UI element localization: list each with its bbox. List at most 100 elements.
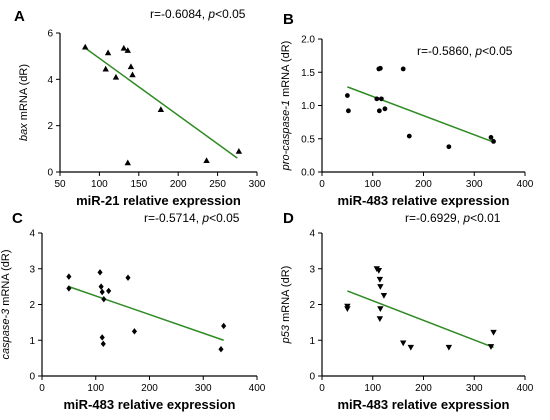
data-point xyxy=(120,44,128,51)
y-tick-label: 3 xyxy=(309,264,315,275)
x-axis-label: miR-21 relative expression xyxy=(76,193,241,208)
y-axis-label: bax mRNA (dR) xyxy=(18,64,30,141)
y-axis-label-gene: p53 xyxy=(280,324,292,344)
y-axis-label-gene: caspase-3 xyxy=(0,308,12,360)
data-point xyxy=(112,73,120,80)
y-axis-label: caspase-3 mRNA (dR) xyxy=(0,249,12,359)
correlation-p-value: <0.05 xyxy=(215,7,246,21)
panel-letter: C xyxy=(12,210,23,227)
y-axis-label: pro-caspase-1 mRNA (dR) xyxy=(280,41,292,172)
data-point xyxy=(490,329,497,336)
data-point xyxy=(66,285,72,292)
y-axis-label-unit: mRNA (dR) xyxy=(280,41,292,100)
panel-d: D 0 100 200 300 400 0 1 2 3 4 miR-483 relative expr… xyxy=(280,210,534,412)
y-tick-label: 6 xyxy=(47,29,53,40)
correlation-p-value: <0.05 xyxy=(209,211,240,225)
data-point xyxy=(345,108,351,114)
data-point xyxy=(406,133,412,139)
data-point xyxy=(235,147,243,154)
correlation-r: r=-0.5714, xyxy=(144,211,202,225)
x-tick-label: 200 xyxy=(415,383,432,394)
x-tick-label: 300 xyxy=(466,179,483,190)
data-point xyxy=(124,159,131,166)
data-point xyxy=(487,344,495,350)
data-point xyxy=(446,144,452,150)
data-point xyxy=(376,108,382,114)
regression-line xyxy=(68,285,224,341)
data-point xyxy=(376,316,384,322)
data-point xyxy=(378,96,384,102)
data-point xyxy=(124,47,131,53)
correlation-p-symbol: p xyxy=(474,44,482,58)
data-point xyxy=(221,322,227,330)
y-axis-label-gene: bax xyxy=(18,123,30,141)
x-tick-label: 200 xyxy=(170,179,187,190)
panel-letter: A xyxy=(14,8,25,25)
regression-line xyxy=(83,46,238,159)
regression-line xyxy=(347,86,494,143)
y-axis-label: p53 mRNA (dR) xyxy=(280,266,292,345)
x-tick-label: 400 xyxy=(517,179,534,190)
correlation-annotation: r=-0.6929, p<0.01 xyxy=(405,211,501,225)
data-point xyxy=(82,43,89,50)
correlation-p-symbol: p xyxy=(462,211,470,225)
x-tick-label: 0 xyxy=(319,383,325,394)
data-point xyxy=(400,340,407,347)
data-point xyxy=(101,295,107,303)
y-axis-label-gene: pro-caspase-1 xyxy=(280,100,292,171)
x-axis-label: miR-483 relative expression xyxy=(338,397,510,412)
data-point xyxy=(344,93,350,98)
data-point xyxy=(102,65,109,72)
x-axis-label: miR-483 relative expression xyxy=(338,193,510,208)
y-tick-label: 3 xyxy=(29,264,35,275)
y-axis-label-unit: mRNA (dR) xyxy=(280,266,292,325)
x-tick-label: 100 xyxy=(87,383,104,394)
data-point xyxy=(203,157,210,163)
y-axis-label-unit: mRNA (dR) xyxy=(0,249,12,308)
x-tick-label: 200 xyxy=(141,383,158,394)
data-point xyxy=(100,340,106,348)
panel-letter: B xyxy=(283,11,294,28)
x-tick-label: 100 xyxy=(364,179,381,190)
y-tick-label: 0 xyxy=(47,168,53,179)
data-point xyxy=(157,106,165,113)
y-tick-label: 2 xyxy=(309,300,315,311)
correlation-annotation: r=-0.5860, p<0.05 xyxy=(417,44,513,58)
data-point xyxy=(218,345,224,353)
x-tick-label: 400 xyxy=(517,383,534,394)
x-tick-label: 0 xyxy=(39,383,45,394)
y-axis-label-unit: mRNA (dR) xyxy=(18,64,30,123)
x-tick-label: 300 xyxy=(466,383,483,394)
correlation-p-symbol: p xyxy=(201,211,209,225)
data-point xyxy=(376,276,384,283)
y-tick-label: 1.5 xyxy=(301,68,315,79)
correlation-annotation: r=-0.5714, p<0.05 xyxy=(144,211,240,225)
data-point xyxy=(98,283,104,290)
y-tick-label: 2.0 xyxy=(301,35,315,46)
x-tick-label: 400 xyxy=(249,383,266,394)
y-tick-label: 0.0 xyxy=(301,168,315,179)
x-tick-label: 200 xyxy=(415,179,432,190)
data-point xyxy=(66,273,72,280)
data-point xyxy=(382,106,388,112)
data-point xyxy=(374,96,380,102)
panel-a: A 50 100 150 200 250 300 0 2 4 6 miR-21 relative ex… xyxy=(14,7,266,208)
data-point xyxy=(106,287,112,295)
x-tick-label: 0 xyxy=(319,179,325,190)
y-tick-label: 2 xyxy=(47,121,53,132)
panel-letter: D xyxy=(283,210,294,227)
data-point xyxy=(99,334,105,341)
data-point xyxy=(127,63,135,70)
data-point xyxy=(131,328,138,335)
x-tick-label: 50 xyxy=(54,179,66,190)
data-point xyxy=(97,269,103,276)
panel-c: C 0 100 200 300 400 0 1 2 3 4 miR-483 relative expr… xyxy=(0,210,266,412)
data-point xyxy=(129,71,136,78)
y-tick-label: 0 xyxy=(309,372,315,383)
data-point xyxy=(377,306,384,312)
y-tick-label: 1 xyxy=(309,336,315,347)
data-point xyxy=(99,288,105,296)
y-tick-label: 1.0 xyxy=(301,101,315,112)
data-point xyxy=(445,344,453,351)
data-point xyxy=(375,267,383,274)
